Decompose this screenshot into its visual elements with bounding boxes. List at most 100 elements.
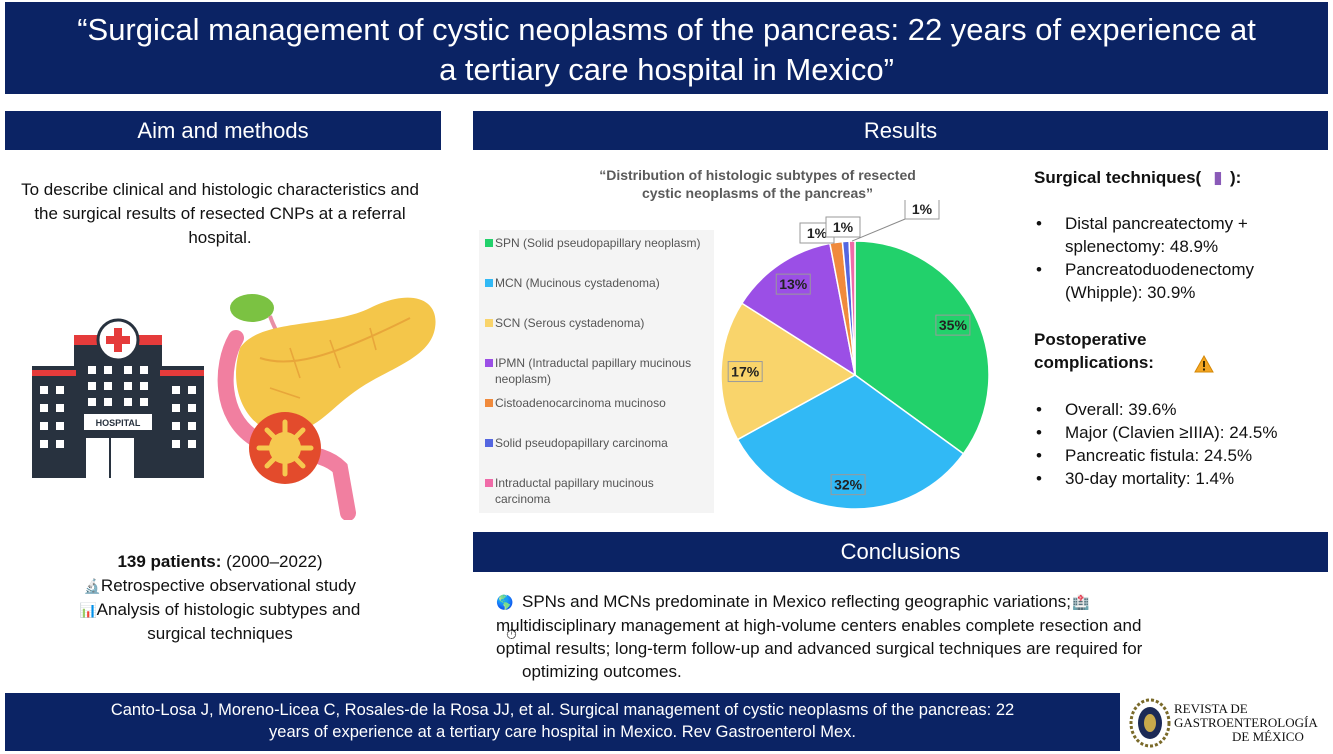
legend-item: IPMN (Intraductal papillary mucinous neo… — [485, 355, 710, 387]
title-banner: “Surgical management of cystic neoplasms… — [5, 2, 1328, 94]
legend-item: MCN (Mucinous cystadenoma) — [485, 275, 710, 291]
patients-period: (2000–2022) — [221, 552, 323, 571]
legend-item: Cistoadenocarcinoma mucinoso — [485, 395, 710, 411]
poster-title-line-1: “Surgical management of cystic neoplasms… — [77, 12, 1256, 47]
legend-swatch — [485, 359, 493, 367]
postoperative-heading: Postoperative complications: — [1034, 328, 1234, 374]
legend-swatch — [485, 319, 493, 327]
surgical-item: Pancreatoduodenectomy (Whipple): 30.9% — [1034, 258, 1324, 304]
legend-label: Solid pseudopapillary carcinoma — [495, 436, 668, 450]
pie-label-box — [830, 474, 866, 496]
surgical-heading-text: Surgical techniques( — [1034, 168, 1202, 187]
conclusions-line-1-text: SPNs and MCNs predominate in Mexico refl… — [522, 592, 1071, 611]
pie-slice — [848, 240, 856, 376]
study-type: Retrospective observational study — [100, 576, 357, 595]
pie-data-label: 13% — [779, 276, 808, 292]
legend-label: Intraductal papillary mucinous carcinoma — [495, 476, 654, 506]
patients-count: 139 patients: — [117, 552, 222, 571]
conclusions-text: 🌎 SPNs and MCNs predominate in Mexico ref… — [496, 590, 1296, 683]
analysis-text-1: Analysis of histologic subtypes and — [96, 600, 361, 619]
pie-data-label: 1% — [833, 219, 854, 235]
citation-footer: Canto-Losa J, Moreno-Licea C, Rosales-de… — [5, 693, 1120, 751]
surgical-techniques-heading: Surgical techniques( ▮): — [1034, 166, 1241, 189]
pie-label-box — [775, 273, 811, 295]
surgical-techniques-list: Distal pancreatectomy + splenectomy: 48.… — [1034, 212, 1324, 304]
globe-icon: 🌎 — [496, 594, 514, 610]
aim-text: To describe clinical and histologic char… — [21, 180, 419, 247]
hospital-building-icon: 🏥 — [1072, 594, 1090, 610]
legend-swatch — [485, 479, 493, 487]
conclusions-line-3-text: optimal results; long-term follow-up and… — [496, 639, 1143, 658]
citation-line-1: Canto-Losa J, Moreno-Licea C, Rosales-de… — [110, 701, 1015, 719]
legend-label: IPMN (Intraductal papillary mucinous neo… — [495, 356, 692, 386]
legend-label: Cistoadenocarcinoma mucinoso — [495, 396, 666, 410]
patients-block: 139 patients: (2000–2022) 🔬Retrospective… — [20, 550, 420, 646]
postoperative-complications-list: Overall: 39.6% Major (Clavien ≥IIIA): 24… — [1034, 398, 1324, 490]
legend-swatch — [485, 439, 493, 447]
microscope-icon: 🔬 — [83, 578, 102, 594]
surgical-heading-end: ): — [1229, 168, 1242, 187]
legend-item: SCN (Serous cystadenoma) — [485, 315, 710, 331]
leader-line — [851, 216, 911, 242]
chart-title: “Distribution of histologic subtypes of … — [555, 166, 960, 202]
surgical-item: Distal pancreatectomy + splenectomy: 48.… — [1034, 212, 1324, 258]
study-type-line: 🔬Retrospective observational study — [20, 574, 420, 598]
chart-title-line-1: “Distribution of histologic subtypes of … — [599, 167, 916, 183]
pie-label-box — [727, 361, 763, 383]
conclusions-line-1: 🌎 SPNs and MCNs predominate in Mexico ref… — [496, 590, 1296, 614]
pie-label-box — [825, 216, 861, 238]
legend-label: SCN (Serous cystadenoma) — [495, 316, 645, 330]
legend-item: Intraductal papillary mucinous carcinoma — [485, 475, 710, 507]
pie-data-label: 35% — [939, 317, 968, 333]
legend-swatch — [485, 239, 493, 247]
legend-swatch — [485, 279, 493, 287]
aim-methods-header: Aim and methods — [5, 111, 441, 150]
legend-item: Solid pseudopapillary carcinoma — [485, 435, 710, 451]
pie-data-label: 32% — [834, 477, 863, 493]
pancreas-icon — [217, 294, 436, 520]
pie-label-box — [904, 200, 940, 220]
chart-title-line-2: cystic neoplasms of the pancreas” — [641, 185, 874, 201]
postoperative-heading-text: Postoperative complications: — [1034, 330, 1154, 372]
chart-legend: SPN (Solid pseudopapillary neoplasm) MCN … — [479, 230, 714, 513]
histologic-subtypes-pie-chart: 35% 32% 17% 13% 1% 1% 1% — [720, 200, 990, 510]
pie-label-box — [935, 314, 971, 336]
complication-item: Major (Clavien ≥IIIA): 24.5% — [1034, 421, 1324, 444]
scalpel-icon: ▮ — [1213, 168, 1223, 187]
journal-name-line-2: GASTROENTEROLOGÍA — [1174, 715, 1318, 730]
citation-line-2: years of experience at a tertiary care h… — [269, 723, 856, 741]
conclusions-header: Conclusions — [473, 532, 1328, 572]
pie-slice — [740, 242, 857, 377]
journal-emblem-icon — [1129, 698, 1171, 748]
pie-slice — [736, 374, 965, 510]
legend-swatch — [485, 399, 493, 407]
poster-title-line-2: a tertiary care hospital in Mexico” — [439, 52, 894, 87]
stopwatch-icon: ⏱ — [506, 626, 517, 642]
analysis-line: 📊Analysis of histologic subtypes and — [20, 598, 420, 622]
hospital-pancreas-illustration: HOSPITAL — [32, 294, 436, 520]
pie-data-label: 17% — [731, 364, 760, 380]
complication-item: Overall: 39.6% — [1034, 398, 1324, 421]
results-header: Results — [473, 111, 1328, 150]
legend-label: SPN (Solid pseudopapillary neoplasm) — [495, 236, 701, 250]
legend-label: MCN (Mucinous cystadenoma) — [495, 276, 660, 290]
bar-chart-icon: 📊 — [79, 602, 98, 618]
analysis-text-2: surgical techniques — [147, 624, 293, 643]
complication-item: 30-day mortality: 1.4% — [1034, 467, 1324, 490]
pie-slice — [854, 240, 990, 455]
pie-data-label: 1% — [807, 225, 828, 241]
pie-slice — [720, 302, 857, 441]
conclusions-line-4: optimizing outcomes. — [522, 662, 682, 681]
journal-name-line-3: DE MÉXICO — [1232, 729, 1304, 744]
journal-logo: REVISTA DE GASTROENTEROLOGÍA DE MÉXICO — [1128, 697, 1333, 749]
warning-icon — [1194, 355, 1214, 373]
patients-line: 139 patients: (2000–2022) — [20, 550, 420, 574]
pie-data-label: 1% — [912, 201, 933, 217]
journal-name: REVISTA DE GASTROENTEROLOGÍA DE MÉXICO — [1174, 702, 1318, 744]
hospital-sign: HOSPITAL — [96, 418, 141, 428]
conclusions-line-3: ⏱ optimal results; long-term follow-up an… — [496, 626, 1296, 660]
journal-name-line-1: REVISTA DE — [1174, 701, 1248, 716]
complication-item: Pancreatic fistula: 24.5% — [1034, 444, 1324, 467]
legend-item: SPN (Solid pseudopapillary neoplasm) — [485, 235, 710, 251]
conclusions-line-2: multidisciplinary management at high-vol… — [496, 616, 1142, 635]
